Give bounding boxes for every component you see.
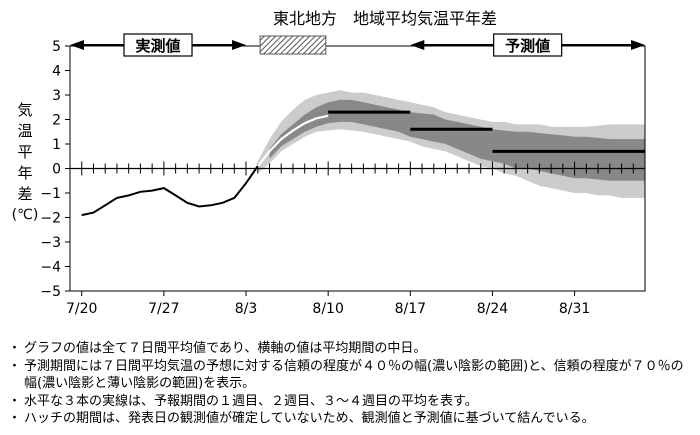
note-text: 予測期間には７日間平均気温の予想に対する信頼の程度が４０％の幅(濃い陰影の範囲)… [24, 358, 684, 392]
y-tick-label: 5 [52, 39, 61, 55]
y-tick-label: 2 [52, 113, 61, 129]
observed-period-label-box [123, 33, 193, 57]
y-tick-label: 1 [52, 137, 61, 153]
forecast-period-label: 予測値 [505, 37, 550, 55]
y-tick-label: −3 [40, 235, 61, 251]
y-tick-label: −2 [40, 211, 61, 227]
x-tick-label: 8/10 [312, 301, 343, 317]
observed-period-label: 実測値 [136, 37, 181, 55]
y-axis-label-char: 年 [17, 164, 33, 182]
x-tick-label: 8/3 [235, 301, 258, 317]
note-bullet: ・ [8, 341, 22, 356]
forecast-period-arrow-left [410, 40, 425, 50]
x-tick-label: 8/24 [477, 301, 509, 317]
hatched-period-line [256, 114, 329, 167]
hatched-period-box [259, 35, 327, 55]
observed-period-arrow-left [70, 40, 84, 50]
y-tick-label: −4 [40, 260, 61, 276]
note-item: ・水平な３本の実線は、予報期間の１週目、２週目、３～４週目の平均を表す。 [8, 393, 696, 411]
y-tick-label: 0 [52, 162, 61, 178]
y-axis-label-char: 気 [17, 101, 33, 119]
y-axis-label-char: 差 [17, 185, 33, 203]
note-bullet: ・ [8, 358, 22, 374]
x-tick-label: 8/17 [395, 301, 426, 317]
note-item: ・予測期間には７日間平均気温の予想に対する信頼の程度が４０％の幅(濃い陰影の範囲… [8, 358, 696, 393]
observed-line [81, 165, 259, 217]
y-tick-label: 4 [52, 64, 61, 80]
chart-title: 東北地方 地域平均気温平年差 [273, 9, 497, 28]
chart: 東北地方 地域平均気温平年差 実測値 予測値 5 4 3 2 1 0 −1 −2 −3 −4 −5 7/… [40, 9, 646, 317]
y-tick-label: −5 [40, 284, 61, 300]
y-tick-label: −1 [40, 186, 61, 202]
note-item: ・ハッチの期間は、発表日の観測値が確定していないため、観測値と予測値に基づいて結… [8, 410, 696, 428]
y-axis-label-char: 平 [17, 143, 33, 161]
x-tick-label: 7/20 [66, 301, 97, 317]
notes-list: ・グラフの値は全て７日間平均値であり、横軸の値は平均期間の中日。 ・予測期間には… [8, 340, 696, 428]
note-text: ハッチの期間は、発表日の観測値が確定していないため、観測値と予測値に基づいて結ん… [24, 411, 595, 426]
note-item: ・グラフの値は全て７日間平均値であり、横軸の値は平均期間の中日。 [8, 340, 696, 358]
note-text: 水平な３本の実線は、予報期間の１週目、２週目、３～４週目の平均を表す。 [24, 393, 478, 409]
note-bullet: ・ [8, 393, 22, 409]
note-bullet: ・ [8, 411, 22, 426]
forecast-period-label-box [493, 33, 563, 57]
y-tick-label: 3 [52, 88, 61, 104]
forecast-period-arrow-right [631, 40, 645, 50]
note-text: グラフの値は全て７日間平均値であり、横軸の値は平均期間の中日。 [24, 341, 427, 356]
observed-period-arrow-right [232, 40, 247, 50]
x-tick-label: 8/31 [559, 301, 590, 317]
band-40-percent [269, 99, 645, 181]
y-axis-label-char: (℃) [11, 207, 39, 223]
y-axis-label-char: 温 [17, 122, 33, 140]
x-tick-label: 7/27 [148, 301, 179, 317]
